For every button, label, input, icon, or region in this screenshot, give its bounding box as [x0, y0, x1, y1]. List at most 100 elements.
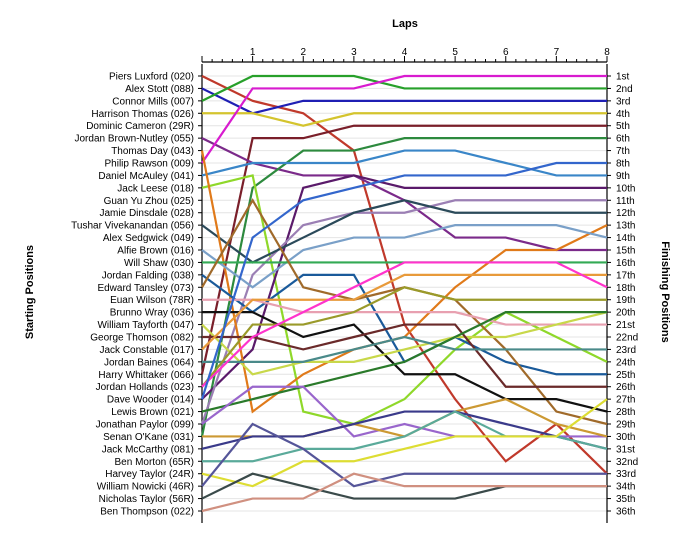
start-label: Harvey Taylor (24R) [105, 469, 194, 480]
start-label: Dave Wooder (014) [107, 395, 194, 406]
start-label: Harrison Thomas (026) [91, 109, 194, 120]
series-line [200, 137, 607, 437]
finish-label: 15th [616, 246, 635, 257]
start-label: Jordan Hollands (023) [96, 382, 194, 393]
start-label: Connor Mills (007) [112, 96, 194, 107]
finish-label: 28th [616, 407, 635, 418]
series-line [201, 87, 607, 115]
finish-label: 29th [616, 420, 635, 431]
finish-label: 25th [616, 370, 635, 381]
finish-label: 20th [616, 308, 635, 319]
start-label: Lewis Brown (021) [111, 407, 194, 418]
x-tick-label: 1 [250, 47, 256, 58]
finish-label: 24th [616, 357, 635, 368]
finish-label: 30th [616, 432, 635, 443]
finish-label: 35th [616, 494, 635, 505]
finish-label: 16th [616, 258, 635, 269]
row-labels: Piers Luxford (020)Alex Stott (088)Conno… [71, 72, 638, 518]
start-label: Jack McCarthy (081) [102, 444, 194, 455]
series-line [202, 311, 608, 413]
finish-label: 13th [616, 221, 635, 232]
start-label: Tushar Vivekanandan (056) [71, 221, 194, 232]
finish-label: 32nd [616, 457, 638, 468]
series-line [202, 335, 607, 363]
finish-label: 34th [616, 482, 635, 493]
finish-label: 21st [616, 320, 635, 331]
start-label: Harry Whittaker (066) [98, 370, 194, 381]
series-line [202, 298, 607, 326]
start-label: Jack Leese (018) [117, 183, 194, 194]
start-label: Edward Tansley (073) [97, 283, 194, 294]
start-label: George Thomson (082) [90, 333, 194, 344]
series-line [202, 323, 607, 388]
finish-label: 33rd [616, 469, 636, 480]
finish-label: 18th [616, 283, 635, 294]
start-label: Jordan Baines (064) [104, 357, 194, 368]
start-label: Jack Constable (017) [100, 345, 195, 356]
finish-label: 1st [616, 72, 630, 83]
series-line [200, 161, 607, 400]
start-label: Guan Yu Zhou (025) [104, 196, 194, 207]
finish-label: 27th [616, 395, 635, 406]
start-label: Jordan Brown-Nutley (055) [75, 134, 195, 145]
finish-label: 14th [616, 233, 635, 244]
x-tick-label: 5 [452, 47, 458, 58]
series-line [201, 311, 607, 413]
finish-label: 7th [616, 146, 630, 157]
start-label: Thomas Day (043) [111, 146, 194, 157]
series-line [201, 422, 607, 488]
x-tick-label: 8 [604, 47, 610, 58]
axes: 1 2 3 4 5 6 7 8 [198, 47, 611, 523]
finish-label: 5th [616, 121, 630, 132]
finish-label: 6th [616, 134, 630, 145]
start-label: Alfie Brown (016) [117, 246, 194, 257]
x-tick-label: 2 [300, 47, 306, 58]
start-label: Dominic Cameron (29R) [86, 121, 194, 132]
right-axis-title: Finishing Positions [659, 241, 671, 342]
finish-label: 31st [616, 444, 635, 455]
series-line [201, 137, 607, 252]
start-label: Brunno Wray (036) [110, 308, 194, 319]
series-line [201, 174, 607, 400]
start-label: Philip Rawson (009) [105, 159, 195, 170]
start-label: William Tayforth (047) [97, 320, 194, 331]
start-label: Jamie Dinsdale (028) [100, 208, 195, 219]
series-line [200, 124, 607, 375]
x-tick-label: 6 [503, 47, 509, 58]
finish-label: 4th [616, 109, 630, 120]
series-line [201, 74, 607, 102]
start-label: Senan O'Kane (031) [103, 432, 194, 443]
series-line [201, 286, 607, 388]
finish-label: 12th [616, 208, 635, 219]
start-label: William Nowicki (46R) [97, 482, 194, 493]
start-label: Alex Stott (088) [125, 84, 194, 95]
x-tick-label: 4 [402, 47, 408, 58]
start-label: Euan Wilson (78R) [110, 295, 194, 306]
series-line [201, 472, 607, 513]
finish-label: 10th [616, 183, 635, 194]
x-tick-label: 3 [351, 47, 357, 58]
finish-label: 2nd [616, 84, 633, 95]
finish-label: 26th [616, 382, 635, 393]
finish-label: 3rd [616, 96, 630, 107]
start-label: Will Shaw (030) [124, 258, 194, 269]
series-line [202, 112, 607, 127]
left-axis-title: Starting Positions [24, 245, 36, 339]
series-lines [200, 74, 608, 513]
finish-label: 36th [616, 507, 635, 518]
start-label: Alex Sedgwick (049) [103, 233, 194, 244]
x-axis-title: Laps [392, 18, 418, 30]
finish-label: 22nd [616, 333, 638, 344]
finish-label: 23rd [616, 345, 636, 356]
start-label: Nicholas Taylor (56R) [99, 494, 194, 505]
start-label: Ben Morton (65R) [115, 457, 194, 468]
start-label: Jonathan Paylor (099) [96, 420, 194, 431]
finish-label: 11th [616, 196, 635, 207]
grid-lines [202, 75, 607, 512]
finish-label: 17th [616, 270, 635, 281]
series-line [200, 199, 607, 425]
start-label: Piers Luxford (020) [109, 72, 194, 83]
finish-label: 9th [616, 171, 630, 182]
